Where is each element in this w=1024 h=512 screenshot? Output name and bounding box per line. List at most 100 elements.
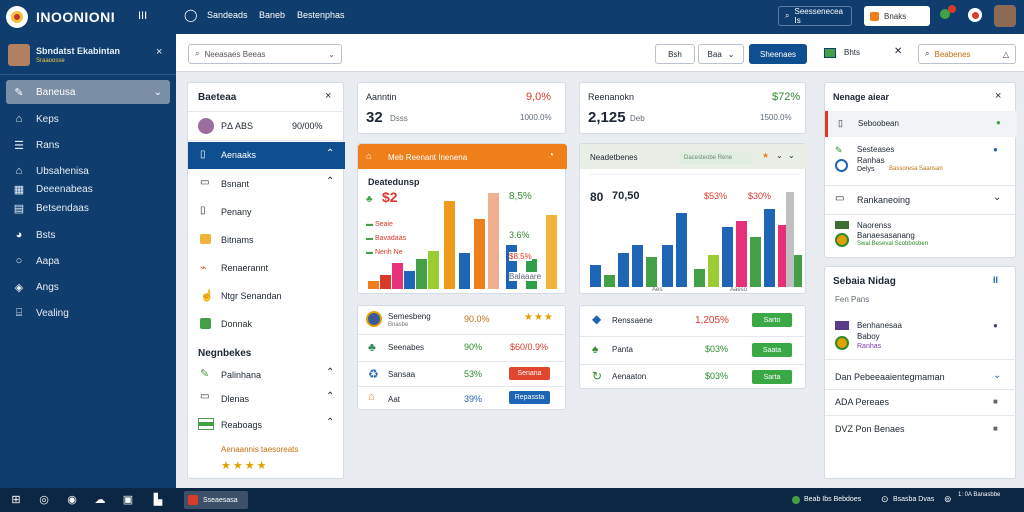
nav-link[interactable]: Bestenphas [297, 10, 345, 20]
chevron-down-icon[interactable]: ⌄ [993, 192, 1002, 203]
table-row[interactable]: ♻ Sansaa 53% Senana [358, 363, 567, 387]
volume-icon[interactable]: ⊚ [944, 494, 952, 504]
divider [188, 111, 345, 112]
search-icon[interactable]: ◎ [39, 494, 49, 506]
sidebar-item-betsendaas[interactable]: ▤ Betsendaas [6, 196, 170, 220]
panel-item[interactable]: Reaboags ⌃ [188, 413, 345, 437]
panel-item-label: Bsnant [221, 179, 250, 189]
status-button[interactable]: Sarta [752, 370, 792, 384]
chart-icon[interactable]: ▙ [153, 494, 163, 506]
user-menu-chip[interactable]: ⌕ Seessenecea Is [778, 6, 852, 26]
row-pct: 90.0% [464, 314, 490, 324]
sidebar-item-deeenabeas[interactable]: ▦ Deeenabeas [6, 177, 170, 201]
filter-button[interactable]: Bsh [655, 44, 695, 64]
table-row[interactable]: ↻ Aenaaton $03% Sarta [580, 366, 807, 389]
card-icon [835, 321, 849, 330]
status-button[interactable]: Sarto [752, 313, 792, 327]
panel-item[interactable]: ▯ Penany [188, 199, 345, 225]
table-row[interactable]: Semesbeng Bnasbe 90.0% ★★★ [358, 306, 567, 332]
settings-icon[interactable]: ◉ [67, 494, 77, 506]
table-row[interactable]: ♣ Seenabes 90% $60/0.9% [358, 336, 567, 360]
panel-item[interactable]: ⌁ Renaerannt [188, 255, 345, 281]
panel-item-label: Naorenss [857, 221, 892, 230]
panel-item-label: Sesteases [857, 145, 895, 154]
windows-icon[interactable]: ⊞ [11, 494, 21, 506]
sidebar-item-bsts[interactable]: ◕ Bsts [6, 223, 170, 247]
folder-icon [200, 234, 211, 244]
panel-item[interactable]: DVZ Pon Benaes ■ [825, 419, 1017, 441]
sidebar-item-aapa[interactable]: ○ Aapa [6, 249, 170, 273]
close-icon[interactable]: × [995, 90, 1002, 102]
filter-chip[interactable]: Dacesteobe Rene [680, 152, 752, 164]
search-input-secondary[interactable]: ⌕ Beabenes △ [918, 44, 1016, 64]
chevron-down-icon: ⌄ [328, 49, 335, 59]
sidebar-item-angs[interactable]: ◈ Angs [6, 275, 170, 299]
view-dropdown[interactable]: Baa ⌄ [698, 44, 744, 64]
star-icon[interactable]: ★ [762, 151, 770, 160]
clipboard-icon: ▯ [200, 149, 206, 160]
home-icon[interactable]: ◯ [184, 8, 198, 22]
row-name: Seenabes [388, 343, 425, 352]
calendar-icon[interactable] [824, 48, 836, 58]
legend-label: Bavadaas [374, 235, 407, 242]
nav-link[interactable]: Sandeads [207, 10, 248, 20]
rating-stars: ★★★★ [221, 460, 269, 472]
clock[interactable]: 1: 0A Banasbbe [958, 492, 1001, 498]
panel-item[interactable]: ✎ Sesteases Ranhas Delys Bassoresa Saans… [825, 141, 1017, 181]
status-icon[interactable] [940, 9, 950, 19]
chevron-down-icon[interactable]: ⌄ [993, 370, 1002, 381]
close-icon[interactable]: × [156, 46, 163, 58]
table-row[interactable]: ◆ Renssaene 1,205% Sarto [580, 308, 807, 333]
chart-bar [786, 192, 794, 287]
table-row[interactable]: ♠ Panta $03% Saata [580, 338, 807, 362]
panel-item[interactable]: Naorenss Banaesasanang Swal Beseval Scob… [825, 217, 1017, 253]
chevron-down-icon[interactable]: ⌄ [788, 151, 795, 160]
record-icon[interactable] [968, 8, 982, 22]
chart-bar [546, 215, 557, 289]
nav-link[interactable]: Baneb [259, 10, 286, 20]
action-button[interactable]: Repassta [509, 391, 550, 404]
chart-value: $53% [704, 191, 728, 201]
taskbar-app[interactable]: Sseaesasa [184, 491, 248, 509]
primary-button[interactable]: Sheenaes [749, 44, 807, 64]
network-icon[interactable]: ⊙ [881, 494, 889, 504]
search-input[interactable]: ⌕ Neeasaes Beeas ⌄ [188, 44, 342, 64]
chart-bar [722, 227, 733, 287]
sidebar-item-rans[interactable]: ☰ Rans [6, 133, 170, 157]
app-logo[interactable] [6, 6, 28, 28]
cloud-icon[interactable]: ☁ [94, 494, 106, 506]
window-icon[interactable]: ▣ [122, 494, 134, 506]
close-icon[interactable]: × [325, 90, 332, 102]
panel-item[interactable]: Benhanesaa Baboy Ranhas ● [825, 317, 1017, 355]
avatar[interactable] [994, 5, 1016, 27]
sidebar-item-keps[interactable]: ⌂ Keps [6, 107, 170, 131]
chevron-down-icon[interactable]: ⌄ [776, 151, 783, 160]
notify-chip[interactable]: Bnaks [864, 6, 930, 26]
status-button[interactable]: Saata [752, 343, 792, 357]
chevron-up-icon: ⌃ [326, 148, 335, 159]
dot-icon: ■ [993, 397, 998, 406]
document-icon: ▯ [838, 118, 843, 128]
panel-item[interactable]: ✎ Palinhana ⌃ [188, 363, 345, 387]
table-row[interactable]: ⌂ Aat 39% Repassta [358, 388, 567, 410]
sidebar-item-ubsahenisa[interactable]: ⌂ Ubsahenisa [6, 159, 170, 183]
action-button[interactable]: Senana [509, 367, 550, 380]
close-icon[interactable]: ✕ [894, 46, 903, 57]
chart-bar [794, 255, 802, 287]
card-icon [198, 418, 214, 430]
panel-item[interactable]: ADA Pereaes ■ [825, 392, 1017, 414]
info-icon[interactable]: ◔ [548, 150, 555, 161]
panel-item[interactable]: ☝ Ntgr Senandan [188, 283, 345, 309]
panel-item[interactable]: Donnak [188, 311, 345, 337]
panel-item[interactable]: ▭ Dlenas ⌃ [188, 387, 345, 411]
sidebar-item-baneusa[interactable]: ✎ Baneusa ⌄ [6, 80, 170, 104]
panel-item[interactable]: Bitnams [188, 227, 345, 253]
panel-item[interactable]: ▭ Bsnant ⌃ [188, 171, 345, 197]
panel-item[interactable]: ▭ Rankaneoing ⌄ [825, 187, 1017, 213]
chart-bar [368, 281, 379, 289]
panel-item[interactable]: Dan Pebeeaaientegmaman ⌄ [825, 367, 1017, 389]
panel-item-active[interactable]: ▯ Aenaaks ⌃ [188, 142, 345, 169]
panel-item-active[interactable]: ▯ Seboobean ● [825, 111, 1017, 137]
chart-bar [474, 219, 485, 289]
sidebar-item-vealing[interactable]: ⌸ Vealing [6, 301, 170, 325]
